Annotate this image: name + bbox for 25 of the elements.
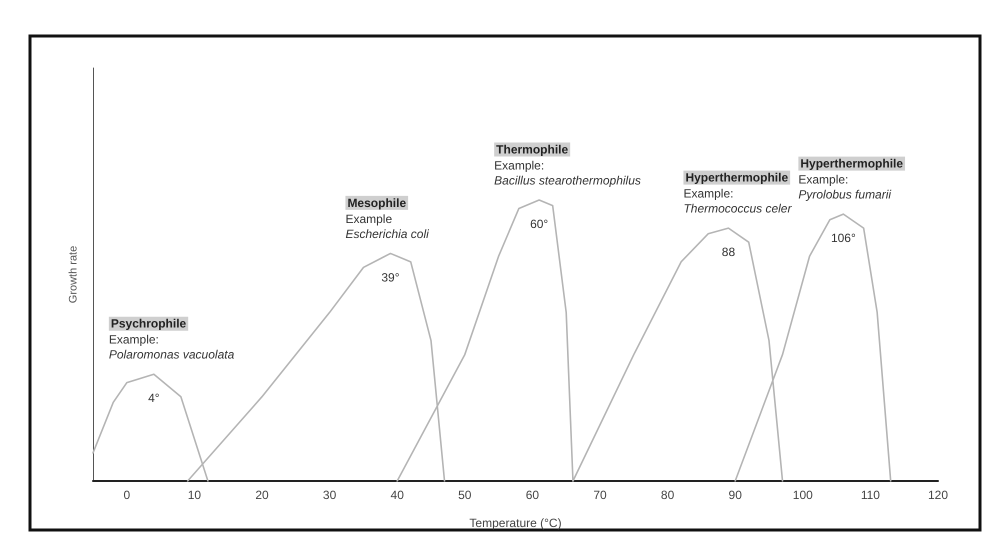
annotation: 88	[722, 245, 736, 260]
x-tick-label: 90	[728, 488, 742, 502]
x-tick-label: 50	[458, 488, 472, 502]
x-tick-label: 70	[593, 488, 607, 502]
x-tick-label: 10	[188, 488, 202, 502]
x-tick-label: 20	[255, 488, 269, 502]
annotation: 106°	[830, 231, 856, 246]
text: Thermophile Example: Bacillus stearothermophilus	[494, 142, 641, 188]
annotation: Psychrophile Example: Polaromonas vacuolata	[108, 316, 235, 362]
x-tick-label: 120	[928, 488, 948, 502]
x-tick-label: 60	[526, 488, 540, 502]
annotation: Hyperthermophile Example: Pyrolobus fumarii	[798, 156, 904, 202]
annotation: 39°	[381, 270, 400, 284]
annotation: 60°	[530, 217, 548, 232]
x-tick-label: 80	[660, 488, 675, 502]
annotation: Mesophile Example Escherichia coli	[345, 196, 430, 241]
y-axis-title: Growth rate	[68, 246, 80, 304]
x-axis-title: Temperature (°C)	[469, 516, 562, 530]
annotation: 4°	[148, 391, 160, 406]
x-tick-label: 40	[390, 488, 404, 502]
annotation: Hyperthermophile Example: Thermococcus celer	[683, 170, 792, 216]
x-tick-label: 110	[860, 488, 880, 502]
x-tick-label: 0	[123, 488, 130, 502]
x-tick-label: 100	[792, 488, 814, 502]
x-tick-label: 30	[322, 488, 337, 502]
